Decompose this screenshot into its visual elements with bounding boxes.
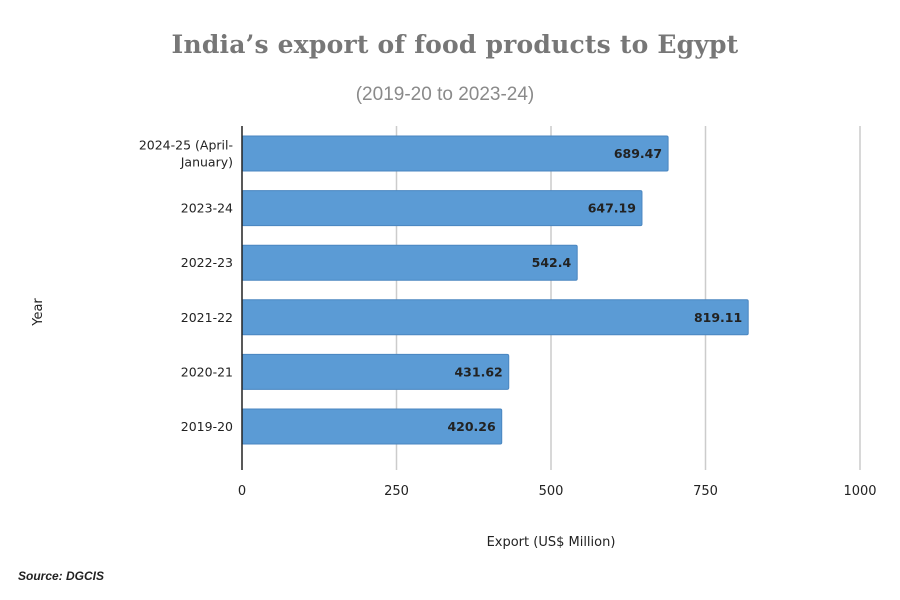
y-axis-title: Year (31, 298, 46, 327)
bar (241, 135, 669, 172)
chart-subtitle: (2019-20 to 2023-24) (355, 84, 535, 105)
x-tick-label: 1000 (843, 484, 876, 499)
x-tick-label: 500 (539, 484, 564, 499)
bar (241, 244, 578, 281)
x-tick-label: 750 (693, 484, 718, 499)
x-tick-label: 250 (384, 484, 409, 499)
y-tick-label: 2022-23 (181, 255, 233, 270)
x-tick-label: 0 (238, 484, 246, 499)
data-label: 420.26 (447, 419, 496, 434)
y-tick-label: 2019-20 (181, 419, 233, 434)
data-label: 819.11 (694, 310, 742, 325)
y-tick-label: 2021-22 (181, 310, 233, 325)
source-note: Source: DGCIS (18, 569, 105, 583)
data-label: 647.19 (588, 201, 636, 216)
labels: 0 250 500 750 1000 689.47 2024-25 (April-Janua… (31, 138, 877, 551)
x-axis-title: Export (US$ Million) (487, 535, 616, 550)
bar (241, 299, 749, 336)
chart-title: India’s export of food products to Egypt (171, 30, 739, 59)
y-tick-label: 2023-24 (181, 201, 233, 216)
data-label: 431.62 (454, 364, 502, 379)
y-tick-label: 2024-25 (April-January) (139, 138, 233, 170)
bar (241, 190, 643, 227)
data-label: 542.4 (532, 255, 572, 270)
data-label: 689.47 (614, 146, 662, 161)
y-tick-label: 2020-21 (181, 364, 233, 379)
bars (241, 135, 749, 445)
